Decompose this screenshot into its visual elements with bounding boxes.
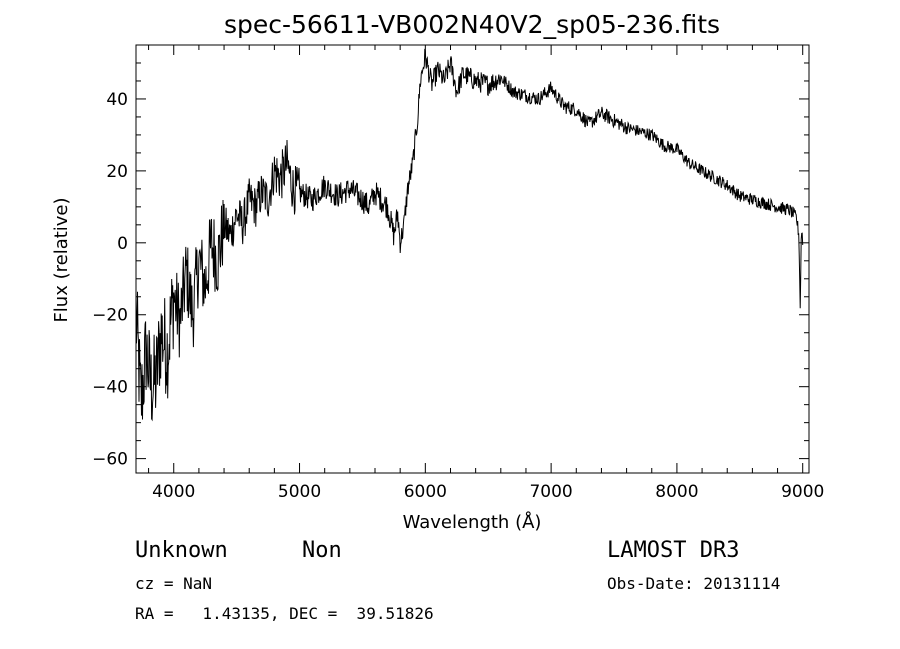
x-axis-label: Wavelength (Å) <box>403 511 542 533</box>
y-axis-label: Flux (relative) <box>51 197 72 322</box>
axis-ticks <box>136 45 809 473</box>
x-tick-labels: 4000 5000 6000 7000 8000 9000 <box>152 482 824 502</box>
chart-title: spec-56611-VB002N40V2_sp05-236.fits <box>224 10 720 39</box>
y-tick-label: 20 <box>106 162 128 182</box>
x-tick-label: 9000 <box>781 482 824 502</box>
y-tick-label: 0 <box>117 234 128 254</box>
x-tick-label: 4000 <box>152 482 195 502</box>
y-tick-label: −40 <box>92 378 128 398</box>
x-tick-label: 7000 <box>529 482 572 502</box>
redshift-cz: cz = NaN <box>135 574 213 593</box>
flux-series-line <box>135 48 804 422</box>
ra-dec-coords: RA = 1.43135, DEC = 39.51826 <box>135 604 434 623</box>
obs-date: Obs-Date: 20131114 <box>607 574 781 593</box>
y-tick-labels: −60 −40 −20 0 20 40 <box>92 90 128 470</box>
plot-frame <box>135 44 810 474</box>
survey-label: LAMOST DR3 <box>607 538 740 563</box>
y-tick-label: 40 <box>106 90 128 110</box>
x-tick-label: 5000 <box>278 482 321 502</box>
x-tick-label: 6000 <box>404 482 447 502</box>
class-label: Unknown <box>135 538 228 563</box>
subclass-label: Non <box>302 538 342 563</box>
x-tick-label: 8000 <box>655 482 698 502</box>
y-tick-label: −20 <box>92 306 128 326</box>
y-tick-label: −60 <box>92 450 128 470</box>
